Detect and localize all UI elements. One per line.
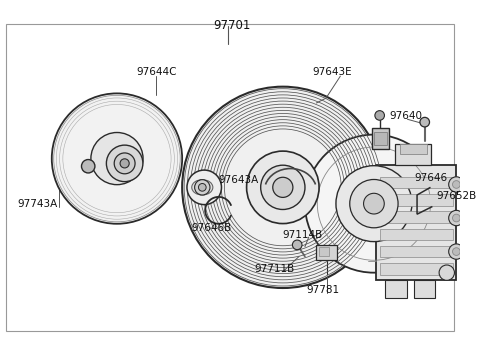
Bar — [380, 263, 453, 275]
Circle shape — [449, 210, 464, 226]
Text: 97743A: 97743A — [17, 199, 58, 209]
Circle shape — [52, 93, 182, 224]
Circle shape — [120, 159, 129, 168]
Text: 97643A: 97643A — [218, 175, 259, 185]
Text: 97652B: 97652B — [436, 191, 477, 201]
Circle shape — [453, 181, 460, 188]
Bar — [414, 280, 435, 298]
Bar — [376, 165, 456, 280]
Circle shape — [194, 180, 210, 195]
Text: 97640: 97640 — [389, 111, 422, 121]
Circle shape — [363, 193, 384, 214]
Circle shape — [375, 111, 384, 120]
Bar — [374, 132, 387, 145]
Circle shape — [305, 135, 443, 273]
Text: 97114B: 97114B — [283, 229, 323, 239]
Circle shape — [247, 151, 319, 224]
Circle shape — [350, 180, 398, 228]
Bar — [316, 245, 337, 260]
Circle shape — [114, 153, 135, 174]
Circle shape — [107, 145, 143, 182]
Circle shape — [420, 117, 430, 127]
Text: 97644C: 97644C — [136, 67, 177, 77]
Text: 97643E: 97643E — [312, 67, 352, 77]
Text: 97646B: 97646B — [192, 223, 232, 233]
Bar — [380, 211, 453, 223]
Circle shape — [182, 87, 384, 288]
Circle shape — [82, 160, 95, 173]
Bar — [380, 177, 453, 188]
Bar — [380, 194, 453, 206]
Text: 97711B: 97711B — [254, 264, 294, 274]
Circle shape — [273, 177, 293, 197]
Bar — [319, 247, 329, 256]
Text: 97781: 97781 — [307, 285, 340, 295]
Circle shape — [439, 265, 455, 280]
Circle shape — [292, 240, 302, 250]
Circle shape — [336, 166, 412, 241]
Circle shape — [453, 248, 460, 255]
Circle shape — [453, 214, 460, 222]
Circle shape — [449, 244, 464, 259]
Bar — [380, 246, 453, 257]
Bar — [400, 144, 427, 154]
Text: 97646: 97646 — [414, 173, 447, 183]
Bar — [380, 228, 453, 240]
Ellipse shape — [192, 180, 213, 195]
Circle shape — [187, 170, 221, 205]
Text: 97701: 97701 — [213, 19, 250, 32]
Bar — [395, 144, 432, 165]
Circle shape — [198, 183, 206, 191]
Circle shape — [91, 132, 143, 185]
Circle shape — [449, 177, 464, 192]
Bar — [385, 280, 407, 298]
Bar — [372, 128, 389, 149]
Circle shape — [261, 165, 305, 209]
